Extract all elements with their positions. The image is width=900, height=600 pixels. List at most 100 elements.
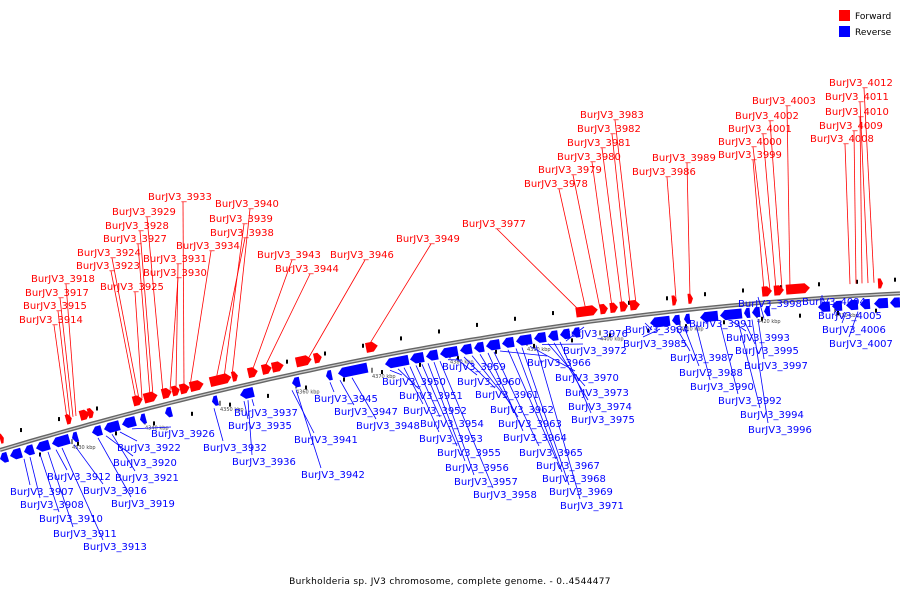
reverse-gene-label: BurJV3_3991 <box>689 319 753 330</box>
reverse-gene-label: BurJV3_3969 <box>549 487 613 498</box>
reverse-gene-arrow <box>700 310 719 323</box>
forward-leader-line <box>231 208 251 376</box>
forward-gene-label: BurJV3_4010 <box>825 107 889 118</box>
scale-dash <box>343 377 345 382</box>
forward-gene-arrow <box>170 385 180 397</box>
forward-leader-line <box>215 237 246 380</box>
forward-gene-label: BurJV3_4008 <box>810 134 874 145</box>
forward-gene-label: BurJV3_3978 <box>524 179 588 190</box>
reverse-gene-label: BurJV3_3945 <box>314 394 378 405</box>
scale-dash <box>799 313 801 318</box>
reverse-gene-label: BurJV3_4006 <box>822 325 886 336</box>
reverse-leader-line <box>131 426 172 430</box>
forward-gene-label: BurJV3_3999 <box>718 150 782 161</box>
reverse-leader-line <box>841 312 847 324</box>
forward-leader-line <box>134 291 143 399</box>
forward-leader-line <box>611 133 631 305</box>
forward-gene-label: BurJV3_4012 <box>829 78 893 89</box>
reverse-gene-arrow <box>72 431 80 443</box>
reverse-gene-label: BurJV3_3971 <box>560 501 624 512</box>
reverse-gene-label: BurJV3_3948 <box>356 421 420 432</box>
forward-gene-arrow <box>0 433 4 444</box>
gene-label-leaders <box>23 87 875 541</box>
scale-dash <box>153 421 155 426</box>
reverse-gene-label: BurJV3_3995 <box>735 346 799 357</box>
forward-gene-label: BurJV3_3980 <box>557 152 621 163</box>
reverse-gene-arrow <box>684 313 691 324</box>
tick-label: 4430 kbp <box>835 313 859 319</box>
forward-gene-label: BurJV3_3929 <box>112 207 176 218</box>
reverse-leader-line <box>535 345 581 500</box>
reverse-gene-label: BurJV3_3997 <box>744 361 808 372</box>
reverse-leader-line <box>439 360 494 489</box>
scale-dash <box>419 362 421 367</box>
forward-leader-line <box>57 310 71 418</box>
reverse-gene-arrow <box>410 352 425 364</box>
forward-gene-label: BurJV3_3933 <box>148 192 212 203</box>
forward-leader-line <box>614 119 637 304</box>
reverse-leader-line <box>515 348 563 473</box>
reverse-gene-label: BurJV3_3957 <box>454 477 518 488</box>
reverse-gene-arrow <box>818 301 831 312</box>
tick-label: 4400 kbp <box>600 336 624 342</box>
scale-dash <box>362 343 364 348</box>
forward-gene-arrow <box>687 293 693 304</box>
reverse-gene-arrow <box>534 331 547 343</box>
scale-dash <box>761 316 763 321</box>
reverse-gene-label: BurJV3_3911 <box>53 529 117 540</box>
reverse-gene-arrow <box>764 306 771 317</box>
reverse-leader-line <box>705 316 710 325</box>
reverse-gene-label: BurJV3_3965 <box>519 448 583 459</box>
reverse-gene-arrow <box>560 328 571 340</box>
scale-dash <box>742 288 744 293</box>
scale-dash <box>894 277 896 282</box>
forward-leader-line <box>786 105 791 289</box>
forward-gene-label: BurJV3_3977 <box>462 219 526 230</box>
reverse-gene-arrow <box>10 447 23 460</box>
reverse-gene-label: BurJV3_3992 <box>718 396 782 407</box>
forward-leader-line <box>762 133 777 290</box>
scale-dash <box>191 411 193 416</box>
reverse-gene-label: BurJV3_3916 <box>83 486 147 497</box>
reverse-gene-label: BurJV3_3954 <box>420 419 484 430</box>
reverse-gene-label: BurJV3_3907 <box>10 487 74 498</box>
scale-dash <box>267 393 269 398</box>
reverse-gene-arrow <box>460 343 473 355</box>
reverse-leader-line <box>433 362 475 476</box>
tick-label: 4370 kbp <box>372 374 396 380</box>
forward-gene-label: BurJV3_4011 <box>825 92 889 103</box>
forward-gene-arrow <box>78 409 90 421</box>
reverse-leader-line <box>339 379 355 406</box>
scale-dash <box>476 322 478 327</box>
forward-gene-arrow <box>86 408 94 419</box>
reverse-gene-label: BurJV3_3988 <box>679 368 743 379</box>
reverse-gene-label: BurJV3_3960 <box>457 377 521 388</box>
scale-dash <box>552 311 554 316</box>
reverse-gene-label: BurJV3_3998 <box>738 299 802 310</box>
gene-labels: BurJV3_3914 BurJV3_3915 BurJV3_3917 BurJV3_… <box>10 78 893 553</box>
reverse-leader-line <box>415 365 441 418</box>
forward-leader-line <box>111 257 140 400</box>
reverse-leader-line <box>119 431 138 442</box>
scale-dash <box>324 351 326 356</box>
reverse-leader-line <box>547 343 586 387</box>
legend: Forward Reverse <box>839 10 892 38</box>
reverse-gene-arrow <box>502 336 515 348</box>
forward-gene-label: BurJV3_4001 <box>728 124 792 135</box>
forward-leader-line <box>666 176 677 300</box>
forward-gene-arrow <box>294 355 312 368</box>
reverse-gene-label: BurJV3_3974 <box>568 402 632 413</box>
reverse-gene-label: BurJV3_3964 <box>503 433 567 444</box>
reverse-leader-line <box>683 326 700 367</box>
forward-gene-arrow <box>208 373 232 388</box>
forward-gene-arrow <box>270 361 284 373</box>
forward-gene-label: BurJV3_3925 <box>100 282 164 293</box>
forward-leader-line <box>223 223 245 378</box>
forward-gene-label: BurJV3_3915 <box>23 301 87 312</box>
forward-gene-label: BurJV3_3918 <box>31 274 95 285</box>
reverse-gene-arrow <box>832 300 843 311</box>
reverse-leader-line <box>757 296 765 319</box>
reverse-gene-label: BurJV3_3962 <box>490 405 554 416</box>
scale-dash <box>381 370 383 375</box>
